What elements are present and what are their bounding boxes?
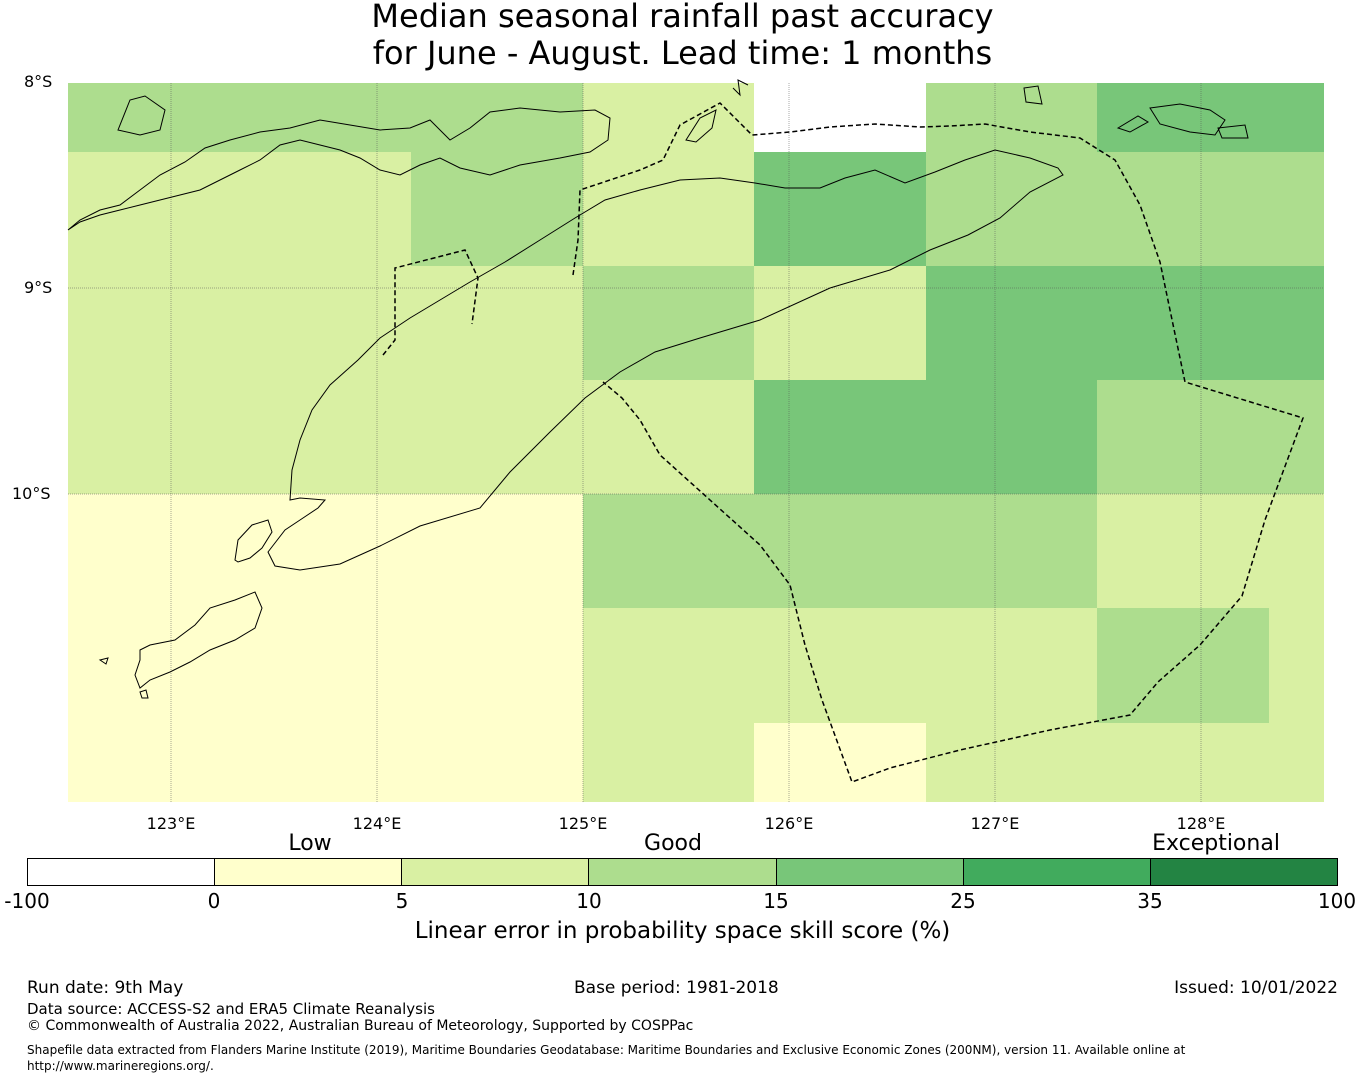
chart-title-line-2: for June - August. Lead time: 1 months: [372, 34, 993, 72]
grid-cell: [411, 152, 583, 266]
colorbar: [27, 858, 1338, 886]
colorbar-tick: 35: [1137, 889, 1163, 913]
shapefile-credit-line-1: Shapefile data extracted from Flanders M…: [27, 1043, 1186, 1057]
lon-label: 125°E: [558, 814, 608, 833]
grid-cell: [926, 266, 1324, 380]
colorbar-segment: [402, 859, 590, 885]
grid-cell: [583, 152, 754, 266]
colorbar-segment: [963, 859, 1151, 885]
grid-cell: [583, 83, 754, 152]
grid-cell: [68, 266, 583, 380]
graticule: [68, 83, 1324, 802]
lon-label: 124°E: [352, 814, 402, 833]
grid-cell: [68, 723, 583, 802]
colorbar-segment: [215, 859, 403, 885]
grid-cell: [754, 152, 926, 266]
grid-cell: [1097, 83, 1324, 152]
run-date: Run date: 9th May: [27, 978, 184, 998]
data-source: Data source: ACCESS-S2 and ERA5 Climate …: [27, 1000, 435, 1018]
colorbar-tick: 0: [207, 889, 221, 913]
lat-label: 10°S: [12, 484, 51, 503]
colorbar-segment: [28, 859, 216, 885]
coastlines: [67, 79, 1249, 699]
issued-date: Issued: 10/01/2022: [1174, 978, 1338, 998]
skill-grid-cells: [68, 83, 1324, 802]
chart-title-line-1: Median seasonal rainfall past accuracy: [371, 0, 994, 35]
lat-label: 9°S: [24, 278, 53, 297]
grid-cell: [1097, 380, 1324, 494]
grid-cell: [754, 266, 926, 380]
lon-label: 128°E: [1176, 814, 1226, 833]
lat-label: 8°S: [24, 72, 53, 91]
colorbar-tick: 100: [1317, 889, 1357, 913]
colorbar-segment: [1150, 859, 1337, 885]
lon-label: 123°E: [146, 814, 196, 833]
eez-boundary: [382, 102, 1304, 783]
grid-cell: [583, 494, 1097, 608]
grid-cell: [926, 152, 1324, 266]
shapefile-credit: Shapefile data extracted from Flanders M…: [27, 1042, 1277, 1074]
grid-cell: [1269, 608, 1324, 723]
grid-cell: [754, 723, 926, 802]
colorbar-tick: 25: [950, 889, 976, 913]
grid-cell: [68, 494, 583, 608]
colorbar-tick: 5: [395, 889, 409, 913]
colorbar-tick: -100: [4, 889, 50, 913]
grid-cell: [926, 83, 1097, 152]
grid-cell: [68, 608, 583, 723]
base-period: Base period: 1981-2018: [574, 978, 779, 998]
grid-cell: [583, 608, 1097, 723]
category-low: Low: [288, 831, 332, 856]
grid-cell: [926, 723, 1324, 802]
lon-label: 126°E: [764, 814, 814, 833]
grid-cell: [1097, 494, 1324, 608]
grid-cell: [68, 152, 411, 266]
grid-cell: [68, 380, 754, 494]
copyright-notice: © Commonwealth of Australia 2022, Austra…: [27, 1018, 694, 1034]
grid-cell: [68, 83, 583, 152]
lon-label: 127°E: [970, 814, 1020, 833]
shapefile-credit-line-2: http://www.marineregions.org/.: [27, 1059, 214, 1073]
skill-score-map: [67, 79, 1324, 802]
colorbar-segment: [776, 859, 964, 885]
grid-cell: [583, 723, 754, 802]
category-good: Good: [644, 831, 702, 856]
colorbar-segment: [589, 859, 777, 885]
grid-cell: [583, 266, 754, 380]
colorbar-tick: 10: [576, 889, 602, 913]
colorbar-label: Linear error in probability space skill …: [414, 918, 951, 944]
grid-cell: [1097, 608, 1269, 723]
category-exceptional: Exceptional: [1152, 831, 1280, 856]
colorbar-tick: 15: [763, 889, 789, 913]
grid-cell: [754, 380, 1097, 494]
